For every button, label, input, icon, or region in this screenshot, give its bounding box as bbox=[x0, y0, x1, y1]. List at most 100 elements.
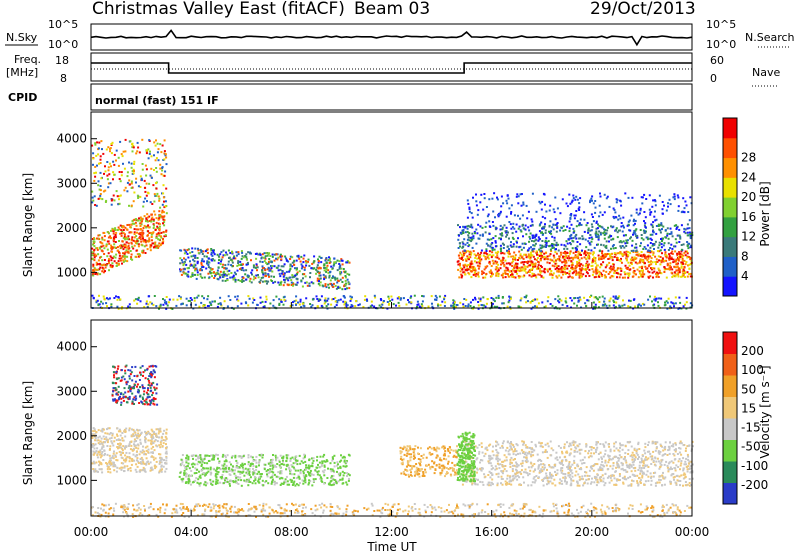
range-cell bbox=[471, 260, 473, 262]
range-cell bbox=[496, 266, 498, 268]
range-cell bbox=[116, 190, 118, 192]
range-cell bbox=[158, 148, 160, 150]
range-cell bbox=[575, 238, 577, 240]
range-cell bbox=[156, 245, 158, 247]
range-cell bbox=[535, 234, 537, 236]
range-cell bbox=[661, 224, 663, 226]
range-cell bbox=[111, 442, 113, 444]
range-cell bbox=[310, 267, 312, 269]
range-cell bbox=[122, 452, 124, 454]
range-cell bbox=[565, 297, 567, 299]
range-cell bbox=[297, 278, 299, 280]
range-cell bbox=[588, 249, 590, 251]
range-cell bbox=[348, 287, 350, 289]
range-cell bbox=[112, 229, 114, 231]
range-cell bbox=[522, 202, 524, 204]
range-cell bbox=[558, 265, 560, 267]
range-cell bbox=[604, 238, 606, 240]
range-cell bbox=[569, 230, 571, 232]
range-cell bbox=[118, 198, 120, 200]
range-cell bbox=[555, 218, 557, 220]
range-cell bbox=[670, 203, 672, 205]
range-cell bbox=[569, 270, 571, 272]
range-cell bbox=[147, 303, 149, 305]
range-cell bbox=[347, 304, 349, 306]
range-cell bbox=[261, 269, 263, 271]
range-cell bbox=[241, 269, 243, 271]
range-cell bbox=[262, 301, 264, 303]
range-cell bbox=[619, 259, 621, 261]
range-cell bbox=[218, 278, 220, 280]
range-cell bbox=[540, 253, 542, 255]
range-cell bbox=[500, 260, 502, 262]
range-cell bbox=[467, 217, 469, 219]
range-cell bbox=[155, 139, 157, 141]
range-cell bbox=[103, 247, 105, 249]
range-cell bbox=[147, 389, 149, 391]
range-cell bbox=[127, 175, 129, 177]
range-cell bbox=[259, 261, 261, 263]
range-cell bbox=[530, 233, 532, 235]
range-cell bbox=[96, 165, 98, 167]
range-cell bbox=[557, 207, 559, 209]
range-cell bbox=[576, 265, 578, 267]
range-cell bbox=[137, 444, 139, 446]
range-cell bbox=[113, 371, 115, 373]
range-cell bbox=[600, 263, 602, 265]
range-cell bbox=[650, 263, 652, 265]
range-cell bbox=[249, 280, 251, 282]
range-cell bbox=[410, 301, 412, 303]
range-cell bbox=[258, 276, 260, 278]
range-cell bbox=[466, 265, 468, 267]
range-cell bbox=[161, 173, 163, 175]
range-cell bbox=[554, 197, 556, 199]
range-cell bbox=[591, 241, 593, 243]
range-cell bbox=[460, 232, 462, 234]
range-cell bbox=[598, 255, 600, 257]
range-cell bbox=[551, 226, 553, 228]
range-cell bbox=[185, 461, 187, 463]
range-cell bbox=[609, 255, 611, 257]
range-cell bbox=[380, 299, 382, 301]
range-cell bbox=[147, 461, 149, 463]
range-cell bbox=[639, 212, 641, 214]
range-cell bbox=[690, 273, 692, 275]
range-cell bbox=[155, 167, 157, 169]
range-cell bbox=[506, 227, 508, 229]
range-cell bbox=[656, 276, 658, 278]
range-cell bbox=[101, 455, 103, 457]
range-cell bbox=[123, 189, 125, 191]
range-cell bbox=[553, 272, 555, 274]
range-cell bbox=[334, 277, 336, 279]
range-cell bbox=[634, 233, 636, 235]
range-cell bbox=[502, 243, 504, 245]
date-label: 29/Oct/2013 bbox=[590, 0, 696, 19]
range-cell bbox=[313, 255, 315, 257]
range-cell bbox=[234, 469, 236, 471]
range-cell bbox=[388, 304, 390, 306]
range-cell bbox=[500, 229, 502, 231]
range-cell bbox=[147, 248, 149, 250]
range-cell bbox=[305, 275, 307, 277]
range-cell bbox=[114, 154, 116, 156]
range-cell bbox=[295, 470, 297, 472]
range-cell bbox=[116, 446, 118, 448]
range-cell bbox=[118, 438, 120, 440]
range-cell bbox=[530, 302, 532, 304]
range-cell bbox=[417, 301, 419, 303]
range-cell bbox=[620, 247, 622, 249]
range-cell bbox=[149, 247, 151, 249]
range-cell bbox=[596, 222, 598, 224]
range-cell bbox=[678, 205, 680, 207]
range-cell bbox=[162, 445, 164, 447]
range-cell bbox=[297, 302, 299, 304]
range-cell bbox=[580, 276, 582, 278]
range-cell bbox=[679, 256, 681, 258]
range-cell bbox=[148, 295, 150, 297]
range-cell bbox=[538, 201, 540, 203]
range-cell bbox=[652, 251, 654, 253]
range-cell bbox=[193, 255, 195, 257]
range-cell bbox=[162, 192, 164, 194]
range-cell bbox=[198, 471, 200, 473]
range-cell bbox=[534, 258, 536, 260]
